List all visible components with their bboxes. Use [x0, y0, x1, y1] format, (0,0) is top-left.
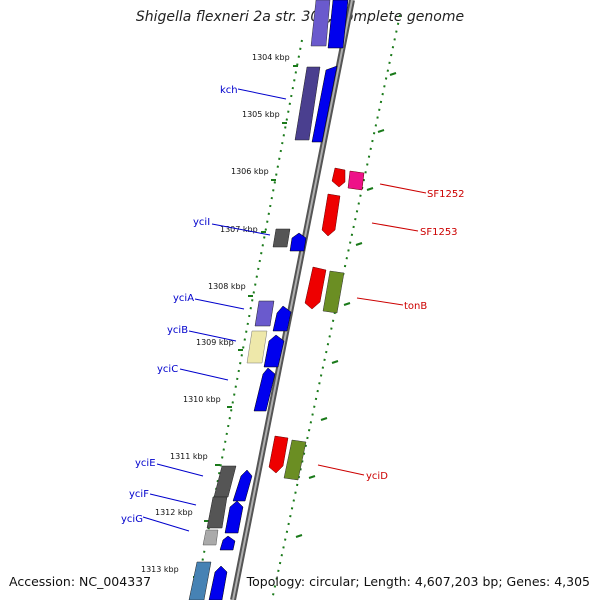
gene-yciG-cds[interactable] — [219, 535, 236, 551]
gene-SF1252-cds[interactable] — [331, 167, 346, 188]
gene-yciD-category[interactable] — [283, 439, 307, 481]
left-gene-labels: kch yciI yciA yciB yciC yciE yciF yciG — [121, 85, 287, 532]
scale-label: 1306 kbp — [231, 167, 269, 176]
scale-label: 1312 kbp — [155, 508, 193, 517]
scale-tick — [308, 475, 316, 479]
scale-label: 1308 kbp — [208, 282, 246, 291]
gene-kch-cds[interactable] — [311, 65, 338, 143]
scale-tick — [320, 417, 328, 421]
gene-SF1252-category[interactable] — [347, 170, 365, 191]
gene-label-SF1253[interactable]: SF1253 — [420, 227, 458, 238]
gene-label-yciD[interactable]: yciD — [366, 471, 388, 482]
gene-label-kch[interactable]: kch — [220, 85, 238, 96]
gene-label-yciA[interactable]: yciA — [173, 293, 194, 304]
accession-text: Accession: NC_004337 — [9, 574, 152, 589]
gene-yciF-cds[interactable] — [224, 500, 244, 534]
gene-SF1253-cds[interactable] — [321, 193, 341, 237]
scale-tick — [343, 302, 351, 306]
leader-line — [237, 88, 287, 100]
gene-tonB-category[interactable] — [322, 270, 345, 314]
gene-yciF-category[interactable] — [206, 496, 228, 529]
gene-label-yciE[interactable]: yciE — [135, 458, 156, 469]
scale-label: 1309 kbp — [196, 338, 234, 347]
genome-backbone — [230, 0, 355, 600]
scale-label: 1310 kbp — [183, 395, 221, 404]
gene-yciD-cds[interactable] — [268, 435, 289, 474]
topology-text: Topology: circular; Length: 4,607,203 bp… — [246, 574, 590, 589]
scale-label: 1313 kbp — [141, 565, 179, 574]
leader-line — [149, 493, 197, 506]
leader-line — [156, 463, 204, 477]
leader-line — [317, 464, 365, 476]
gene-feature-bottom-cds[interactable] — [208, 565, 228, 600]
gene-yciB-category[interactable] — [246, 330, 268, 364]
leader-line — [211, 223, 271, 236]
gene-yciA-cds[interactable] — [272, 305, 292, 332]
gene-label-yciC[interactable]: yciC — [157, 364, 178, 375]
left-strand-genes — [188, 0, 349, 600]
scale-label: 1305 kbp — [242, 110, 280, 119]
scale-label: 1311 kbp — [170, 452, 208, 461]
scale-tick — [366, 187, 374, 191]
leader-line — [371, 222, 419, 232]
leader-line — [194, 298, 245, 310]
gene-label-yciF[interactable]: yciF — [129, 489, 149, 500]
gene-yciB-cds[interactable] — [263, 334, 285, 368]
leader-line — [356, 297, 404, 306]
gene-label-yciG[interactable]: yciG — [121, 514, 143, 525]
scale-tick — [355, 242, 363, 246]
gene-yciA-category[interactable] — [254, 300, 275, 327]
scale-tick — [389, 72, 397, 76]
leader-line — [188, 330, 237, 342]
gene-yciE-category[interactable] — [213, 465, 237, 498]
leader-line — [379, 183, 427, 194]
gene-kch-category[interactable] — [294, 66, 321, 141]
gene-yciC-cds[interactable] — [253, 367, 276, 412]
scale-tick — [377, 129, 385, 133]
gene-tonB-cds[interactable] — [304, 266, 327, 310]
leader-line — [179, 368, 229, 381]
right-strand-genes — [268, 167, 365, 481]
scale-label: 1304 kbp — [252, 53, 290, 62]
right-gene-labels: SF1252 SF1253 tonB yciD — [317, 183, 465, 482]
gene-feature-top-cds[interactable] — [327, 0, 349, 49]
genome-title: Shigella flexneri 2a str. 301, complete … — [135, 9, 465, 25]
gene-label-yciB[interactable]: yciB — [167, 325, 188, 336]
gene-yciI-category[interactable] — [272, 228, 291, 248]
gene-feature-top-category[interactable] — [310, 0, 331, 47]
gene-label-tonB[interactable]: tonB — [404, 301, 427, 312]
gene-feature-bottom-category[interactable] — [188, 561, 212, 600]
leader-line — [142, 516, 190, 532]
scale-tick — [295, 534, 303, 538]
gene-label-SF1252[interactable]: SF1252 — [427, 189, 465, 200]
gene-yciE-cds[interactable] — [232, 469, 253, 502]
gene-yciI-cds[interactable] — [289, 232, 307, 252]
gene-label-yciI[interactable]: yciI — [193, 217, 210, 228]
scale-tick — [331, 360, 339, 364]
gene-yciG-category[interactable] — [202, 529, 219, 546]
